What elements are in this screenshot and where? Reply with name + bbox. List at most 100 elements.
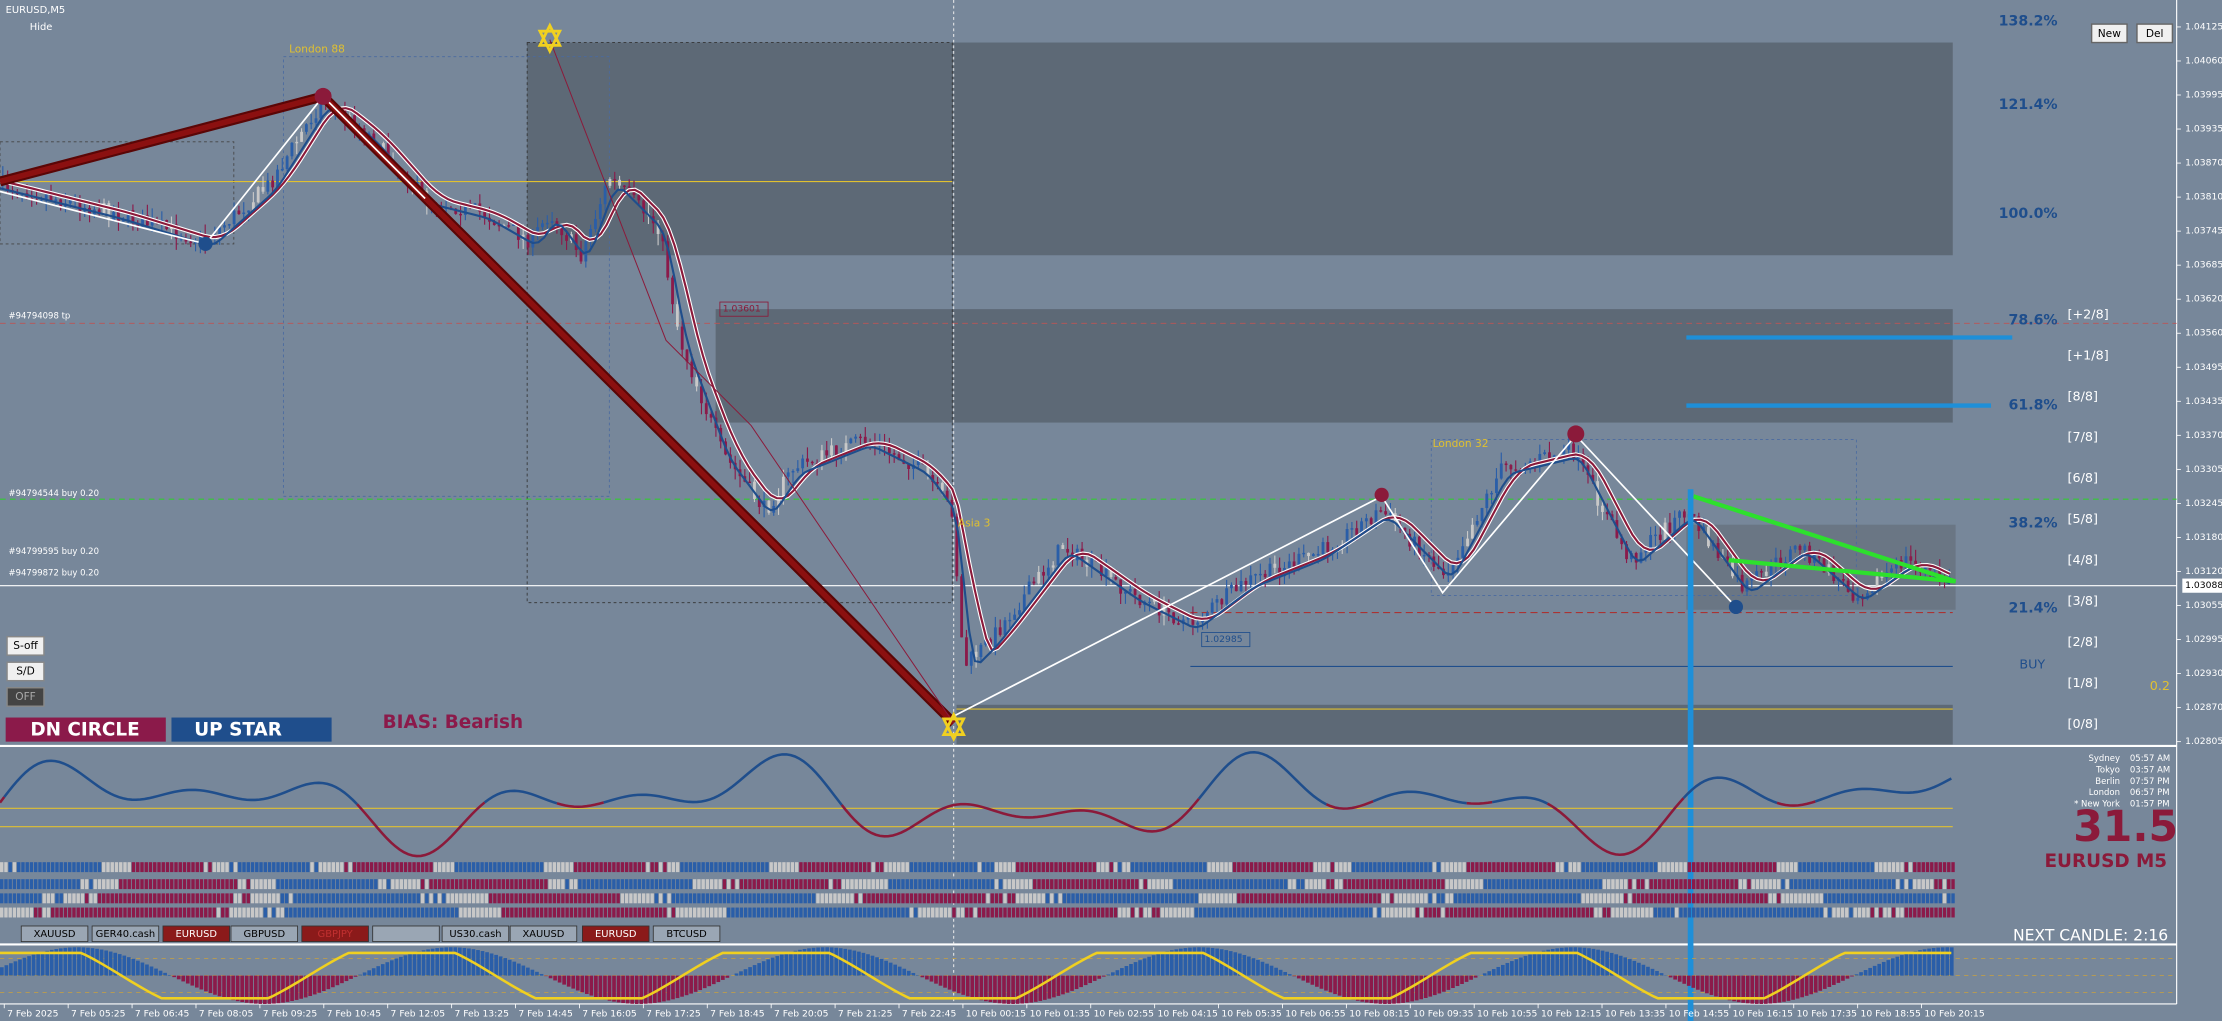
strength-cell	[922, 907, 926, 918]
histogram-bar	[1773, 975, 1777, 1004]
candle-body	[955, 516, 959, 577]
histogram-bar	[784, 953, 789, 976]
strength-cell	[1581, 879, 1585, 890]
strength-cell	[165, 879, 170, 890]
strength-cell	[318, 862, 323, 873]
strength-cell	[76, 893, 80, 904]
symbol-button[interactable]	[91, 925, 160, 943]
side-button-label[interactable]: OFF	[15, 690, 36, 703]
histogram-bar	[1491, 969, 1496, 976]
histogram-bar	[231, 975, 235, 1001]
symbol-button[interactable]	[162, 925, 230, 943]
symbol-button-label[interactable]: XAUUSD	[522, 929, 564, 940]
strength-cell	[1479, 879, 1483, 890]
histogram-bar	[1378, 975, 1383, 1004]
candle-body	[1639, 552, 1643, 563]
strength-cell	[199, 907, 204, 918]
side-button[interactable]	[6, 635, 45, 656]
strength-cell	[1394, 862, 1398, 873]
side-button[interactable]	[6, 661, 45, 682]
histogram-bar	[607, 975, 612, 1001]
new-button-label[interactable]: New	[2098, 27, 2121, 40]
strength-cell	[697, 862, 701, 873]
strength-cell	[1356, 879, 1360, 890]
strength-cell	[1428, 879, 1432, 890]
histogram-bar	[1945, 947, 1950, 976]
strength-cell	[97, 862, 102, 873]
histogram-bar	[1564, 947, 1569, 976]
del-button-label[interactable]: Del	[2146, 27, 2164, 40]
strength-cell	[943, 879, 948, 890]
symbol-button[interactable]	[441, 925, 510, 943]
strength-cell	[1675, 862, 1679, 873]
strength-cell	[1700, 862, 1704, 873]
strength-cell	[1241, 879, 1245, 890]
candle-body	[998, 627, 1002, 635]
strength-cell	[1432, 907, 1437, 918]
side-button-label[interactable]: S/D	[16, 664, 35, 677]
strength-cell	[454, 893, 459, 904]
symbol-button[interactable]	[372, 925, 440, 943]
strength-cell	[1241, 862, 1245, 873]
strength-cell	[760, 907, 765, 918]
strength-cell	[790, 907, 795, 918]
histogram-bar	[380, 964, 385, 976]
symbol-button[interactable]	[581, 925, 650, 943]
histogram-bar	[1047, 975, 1052, 999]
strength-cell	[556, 862, 561, 873]
symbol-button-label[interactable]: GBPUSD	[243, 929, 285, 940]
strength-cell	[803, 862, 807, 873]
symbol-button[interactable]	[652, 925, 721, 943]
strength-cell	[420, 879, 425, 890]
symbol-button-label[interactable]: GER40.cash	[96, 929, 156, 940]
symbol-button-label[interactable]: XAUUSD	[34, 929, 76, 940]
strength-cell	[1913, 862, 1917, 873]
side-button-label[interactable]: S-off	[13, 639, 38, 652]
histogram-bar	[1700, 975, 1705, 992]
candle-body	[550, 221, 554, 223]
histogram-bar	[1396, 975, 1401, 1004]
histogram-bar	[467, 948, 471, 976]
strength-cell	[867, 893, 871, 904]
strength-cell	[1228, 879, 1233, 890]
histogram-bar	[439, 947, 444, 976]
symbol-button-label[interactable]: GBPJPY	[318, 929, 354, 940]
side-button[interactable]	[6, 687, 45, 707]
strength-cell	[1504, 907, 1509, 918]
strength-cell	[110, 893, 114, 904]
symbol-button-label[interactable]: EURUSD	[175, 929, 217, 940]
candle-body	[916, 458, 920, 465]
strength-cell	[497, 907, 501, 918]
strength-cell	[323, 907, 327, 918]
strength-cell	[1849, 879, 1853, 890]
symbol-button[interactable]	[509, 925, 578, 943]
candle-body	[1196, 622, 1200, 625]
strength-cell	[1011, 893, 1016, 904]
strength-cell	[1458, 879, 1462, 890]
strength-cell	[1398, 893, 1403, 904]
strength-cell	[34, 907, 38, 918]
strength-cell	[952, 893, 956, 904]
strength-cell	[1237, 907, 1241, 918]
strength-cell	[1092, 862, 1096, 873]
strength-cell	[1921, 862, 1925, 873]
symbol-button[interactable]	[20, 925, 89, 943]
histogram-bar	[1083, 975, 1088, 986]
hide-button[interactable]: Hide	[30, 22, 53, 33]
symbol-button-label[interactable]: BTCUSD	[666, 929, 707, 940]
strength-cell	[463, 879, 467, 890]
price-tick-label: 1.04125	[2185, 21, 2222, 32]
symbol-button[interactable]	[301, 925, 369, 943]
symbol-button-label[interactable]: US30.cash	[449, 929, 501, 940]
oscillator	[1814, 777, 1952, 803]
candle-body	[680, 326, 684, 350]
strength-cell	[948, 879, 952, 890]
strength-cell	[828, 879, 833, 890]
symbol-button[interactable]	[230, 925, 299, 943]
symbol-button-label[interactable]: EURUSD	[595, 929, 637, 940]
candle-body	[1591, 474, 1595, 482]
strength-cell	[1687, 862, 1692, 873]
new-button[interactable]	[2090, 23, 2128, 44]
strength-cell	[1730, 862, 1734, 873]
del-button[interactable]	[2136, 23, 2174, 44]
